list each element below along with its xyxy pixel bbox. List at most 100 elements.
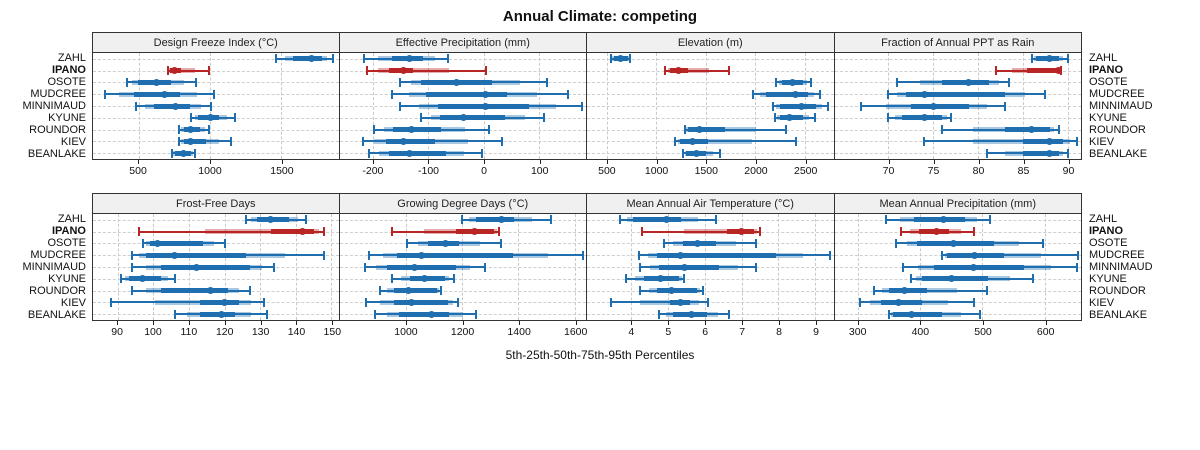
x-tick-label: 400 — [911, 326, 930, 338]
station-label: IPANO — [1089, 225, 1124, 237]
station-label: ROUNDOR — [1089, 285, 1146, 297]
median-dot — [1028, 126, 1036, 134]
median-dot — [460, 114, 468, 122]
x-tick-label: 1000 — [644, 165, 669, 177]
panel-plot-area — [92, 53, 340, 160]
x-tick-label: -200 — [362, 165, 384, 177]
panel-header: Growing Degree Days (°C) — [339, 193, 587, 214]
station-label: MUDCREE — [1089, 249, 1145, 261]
panel-plot-area — [587, 53, 835, 160]
median-dot — [471, 228, 479, 236]
panel-plot-area — [834, 53, 1082, 160]
station-label: IPANO — [51, 225, 86, 237]
x-tick-label: 600 — [1036, 326, 1055, 338]
station-labels-left: ZAHL IPANO OSOTE MUDCREE MINNIMAUD KYUNE ROUND… — [2, 32, 92, 181]
median-dot — [417, 251, 425, 259]
median-dot — [1046, 137, 1054, 145]
median-dot — [407, 298, 415, 306]
median-dot — [920, 114, 928, 122]
x-tick-label: -100 — [417, 165, 439, 177]
median-dot — [908, 310, 916, 318]
station-label: ROUNDOR — [29, 124, 86, 136]
x-tick-label: 1000 — [394, 326, 418, 338]
median-dot — [406, 55, 414, 63]
station-labels-right: ZAHL IPANO OSOTE MUDCREE MINNIMAUD KYUNE ROUND… — [1082, 32, 1194, 181]
median-dot — [206, 114, 214, 122]
median-dot — [187, 126, 195, 134]
station-label: MUDCREE — [30, 249, 86, 261]
median-dot — [481, 102, 489, 110]
panel-header: Mean Annual Precipitation (mm) — [834, 193, 1082, 214]
panel-mean-annual-air-temperature-c: Mean Annual Air Temperature (°C) 4 5 6 7 8 9 — [587, 193, 835, 342]
station-label: KYUNE — [1089, 273, 1127, 285]
panel-x-axis: 500 1000 1500 — [92, 160, 340, 181]
median-dot — [688, 310, 696, 318]
panel-x-axis: 70 75 80 85 90 — [835, 160, 1083, 181]
median-dot — [172, 102, 180, 110]
station-labels-right: ZAHL IPANO OSOTE MUDCREE MINNIMAUD KYUNE ROUND… — [1082, 193, 1194, 342]
median-dot — [680, 263, 688, 271]
x-tick-label: 2500 — [793, 165, 818, 177]
median-dot — [217, 310, 225, 318]
median-dot — [481, 90, 489, 98]
median-dot — [939, 216, 947, 224]
x-tick-label: 6 — [702, 326, 709, 338]
median-dot — [180, 149, 188, 157]
panel-header: Effective Precipitation (mm) — [339, 32, 587, 53]
median-dot — [948, 275, 956, 283]
x-tick-label: 1600 — [563, 326, 588, 338]
median-dot — [738, 228, 746, 236]
median-dot — [791, 90, 799, 98]
median-dot — [427, 310, 435, 318]
panel-x-axis: 500 1000 1500 2000 2500 — [587, 160, 835, 181]
x-tick-label: 500 — [598, 165, 616, 177]
station-label: MINNIMAUD — [1089, 261, 1153, 273]
station-label: KIEV — [1089, 136, 1115, 148]
station-label: KYUNE — [1089, 112, 1127, 124]
panel-elevation-m: Elevation (m) 500 1000 1500 2000 2500 — [587, 32, 835, 181]
panel-x-axis: 300 400 500 600 — [835, 321, 1083, 342]
panel-plot-area — [92, 214, 340, 321]
median-dot — [442, 239, 450, 247]
station-label: MUDCREE — [1089, 88, 1145, 100]
median-dot — [410, 263, 418, 271]
station-label: MINNIMAUD — [1089, 100, 1153, 112]
median-dot — [970, 251, 978, 259]
x-axis-label: 5th-25th-50th-75th-95th Percentiles — [505, 348, 695, 362]
x-tick-label: 120 — [215, 326, 234, 338]
median-dot — [785, 114, 793, 122]
panel-header: Elevation (m) — [587, 32, 835, 53]
median-dot — [299, 228, 307, 236]
median-dot — [894, 298, 902, 306]
median-dot — [970, 263, 978, 271]
median-dot — [1055, 67, 1063, 75]
x-tick-label: 70 — [882, 165, 895, 177]
x-tick-label: 1200 — [450, 326, 475, 338]
median-dot — [206, 287, 214, 295]
x-tick-label: 80 — [972, 165, 985, 177]
median-dot — [616, 55, 624, 63]
median-dot — [399, 137, 407, 145]
x-tick-label: 7 — [739, 326, 746, 338]
median-dot — [1046, 149, 1054, 157]
median-dot — [153, 239, 161, 247]
panel-header: Mean Annual Air Temperature (°C) — [587, 193, 835, 214]
station-label: ROUNDOR — [1089, 124, 1146, 136]
station-label: ZAHL — [57, 213, 86, 225]
station-label: KIEV — [60, 297, 86, 309]
panel-x-axis: -200 -100 0 100 — [340, 160, 588, 181]
station-label: MINNIMAUD — [22, 261, 86, 273]
x-tick-label: 1400 — [507, 326, 531, 338]
median-dot — [662, 216, 670, 224]
median-dot — [170, 67, 178, 75]
station-label: KYUNE — [48, 273, 86, 285]
median-dot — [657, 275, 665, 283]
median-dot — [950, 239, 958, 247]
x-tick-label: 1500 — [270, 165, 294, 177]
panel-x-axis: 1000 1200 1400 1600 — [340, 321, 588, 342]
x-tick-label: 1500 — [694, 165, 718, 177]
median-dot — [932, 228, 940, 236]
panel-header: Fraction of Annual PPT as Rain — [834, 32, 1082, 53]
median-dot — [139, 275, 147, 283]
